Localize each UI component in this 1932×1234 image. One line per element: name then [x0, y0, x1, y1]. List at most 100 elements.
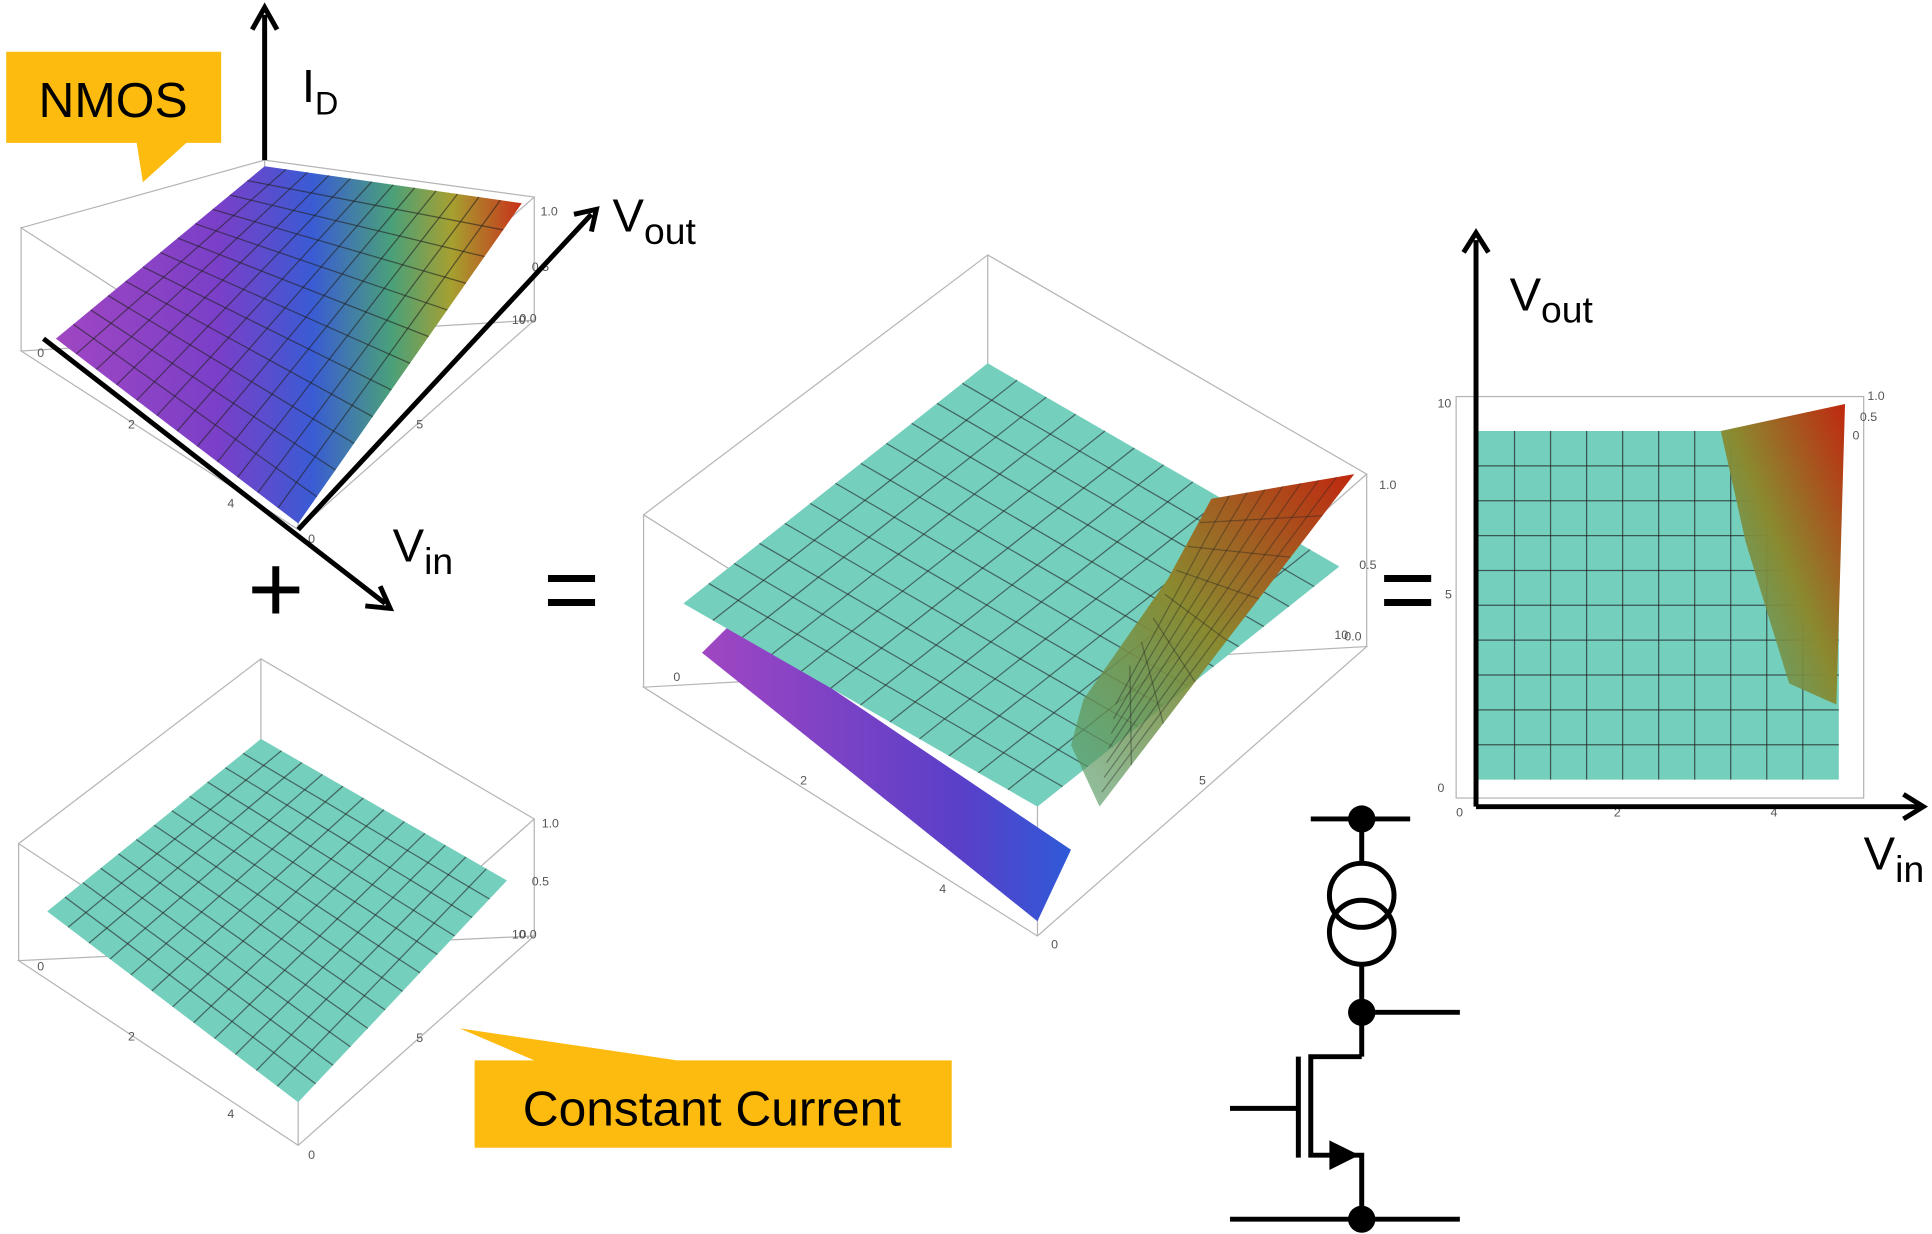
tick-label: 0.0 — [1344, 629, 1361, 643]
axis-label: Vout — [1510, 268, 1594, 331]
tick-label: 0 — [1852, 429, 1859, 443]
grid-line — [72, 323, 318, 498]
grid-line — [1110, 489, 1266, 734]
tick-label: 0 — [308, 532, 315, 546]
tick-label: 0.5 — [1359, 558, 1376, 572]
surface — [1720, 403, 1846, 705]
axis-arrow — [1461, 228, 1491, 254]
axis — [41, 336, 387, 606]
grid-line — [1152, 617, 1196, 683]
current-source — [1326, 860, 1397, 930]
grid-line — [1115, 495, 1230, 705]
grid-line — [1199, 515, 1323, 524]
tick-label: 5 — [416, 418, 423, 432]
grid-line — [708, 582, 1063, 788]
operator: + — [248, 536, 305, 643]
callout-box — [459, 1028, 952, 1148]
tick-label: 0 — [37, 959, 44, 973]
callout-text: NMOS — [39, 73, 188, 128]
surface — [55, 166, 522, 524]
tick-label: 0 — [1051, 937, 1058, 951]
grid-line — [1176, 569, 1259, 600]
grid-line — [276, 868, 487, 1087]
tick-label: 5 — [1199, 774, 1206, 788]
axis-label-main: V — [393, 519, 425, 572]
callout-text: Constant Current — [523, 1082, 902, 1137]
tick-label: 0.5 — [532, 875, 549, 889]
circuit — [1230, 805, 1460, 1233]
tick-label: 0 — [673, 670, 680, 684]
axis-label-main: V — [1864, 827, 1896, 880]
grid-line — [1108, 486, 1284, 749]
tick-label: 1.0 — [1379, 478, 1396, 492]
axis-label: Vin — [1864, 827, 1925, 890]
axis-label-sub: out — [644, 210, 697, 252]
tick-label: 4 — [939, 882, 946, 896]
node — [1348, 1205, 1376, 1233]
arrow — [1329, 1140, 1360, 1170]
tick-label: 1.0 — [1867, 389, 1884, 403]
tick-label: 10 — [512, 927, 526, 941]
surface — [47, 738, 507, 1103]
tick-label: 5 — [1445, 588, 1452, 602]
current-source — [1326, 897, 1397, 967]
tick-label: 0.0 — [519, 927, 536, 941]
tick-label: 1.0 — [542, 817, 559, 831]
grid-line — [1188, 545, 1291, 558]
transistor — [1308, 1054, 1365, 1220]
axis-label: ID — [302, 59, 338, 121]
tick-label: 0 — [308, 1148, 315, 1162]
axis-arrow — [365, 585, 395, 612]
tick-label: 0 — [1456, 806, 1463, 820]
tick-label: 0.5 — [1860, 410, 1877, 424]
axis-label-main: V — [613, 189, 645, 242]
axis-label-sub: D — [315, 86, 338, 122]
tick-label: 0.0 — [519, 312, 536, 326]
grid-line — [1103, 479, 1320, 778]
grid-line — [257, 196, 480, 493]
tick-label: 5 — [416, 1031, 423, 1045]
node — [1348, 805, 1376, 833]
grid-line — [277, 199, 501, 509]
tick-label: 2 — [128, 418, 135, 432]
tick-label: 2 — [1614, 806, 1621, 820]
axis-label-main: V — [1510, 268, 1542, 321]
grid-line — [1140, 641, 1164, 724]
grid-line — [1101, 476, 1337, 793]
tick-label: 1.0 — [540, 205, 557, 219]
surface — [701, 621, 1071, 922]
axis-label-sub: in — [424, 540, 453, 582]
grid-line — [255, 856, 467, 1071]
axis-arrow — [1902, 792, 1928, 822]
tick-label: 10 — [1438, 397, 1452, 411]
tick-label: 4 — [227, 1107, 234, 1121]
operator: = — [543, 536, 600, 643]
operator: = — [1379, 536, 1436, 643]
axis-label-sub: in — [1895, 848, 1924, 890]
grid-line — [1113, 492, 1248, 720]
tick-label: 2 — [128, 1030, 135, 1044]
tick-label: 0 — [37, 346, 44, 360]
axis-label: Vin — [393, 519, 454, 582]
plot-box — [1455, 395, 1865, 799]
axis-arrow — [573, 206, 600, 233]
axis-label: Vout — [613, 189, 697, 252]
grid-line — [1164, 593, 1228, 641]
callout-box — [6, 51, 222, 183]
surface — [1070, 474, 1355, 807]
axis-arrow — [250, 2, 280, 31]
axis-label-sub: out — [1541, 289, 1594, 331]
node — [1348, 998, 1376, 1026]
layer: 1.0 0.5 0.0 0 2 4 0 5 10 1.0 0.5 0.0 0 2 4 0 5 10 1.0 0.5 0.… — [16, 2, 1928, 1162]
tick-label: 10 — [1334, 628, 1348, 642]
tick-label: 10 — [512, 313, 526, 327]
tick-label: 0 — [1438, 781, 1445, 795]
grid-line — [1129, 665, 1133, 766]
tick-label: 4 — [1770, 806, 1777, 820]
axis-label-main: I — [302, 59, 315, 112]
grid-line — [64, 896, 316, 1085]
grid-line — [1106, 483, 1302, 764]
tick-label: 2 — [800, 774, 807, 788]
tick-label: 4 — [227, 496, 234, 510]
